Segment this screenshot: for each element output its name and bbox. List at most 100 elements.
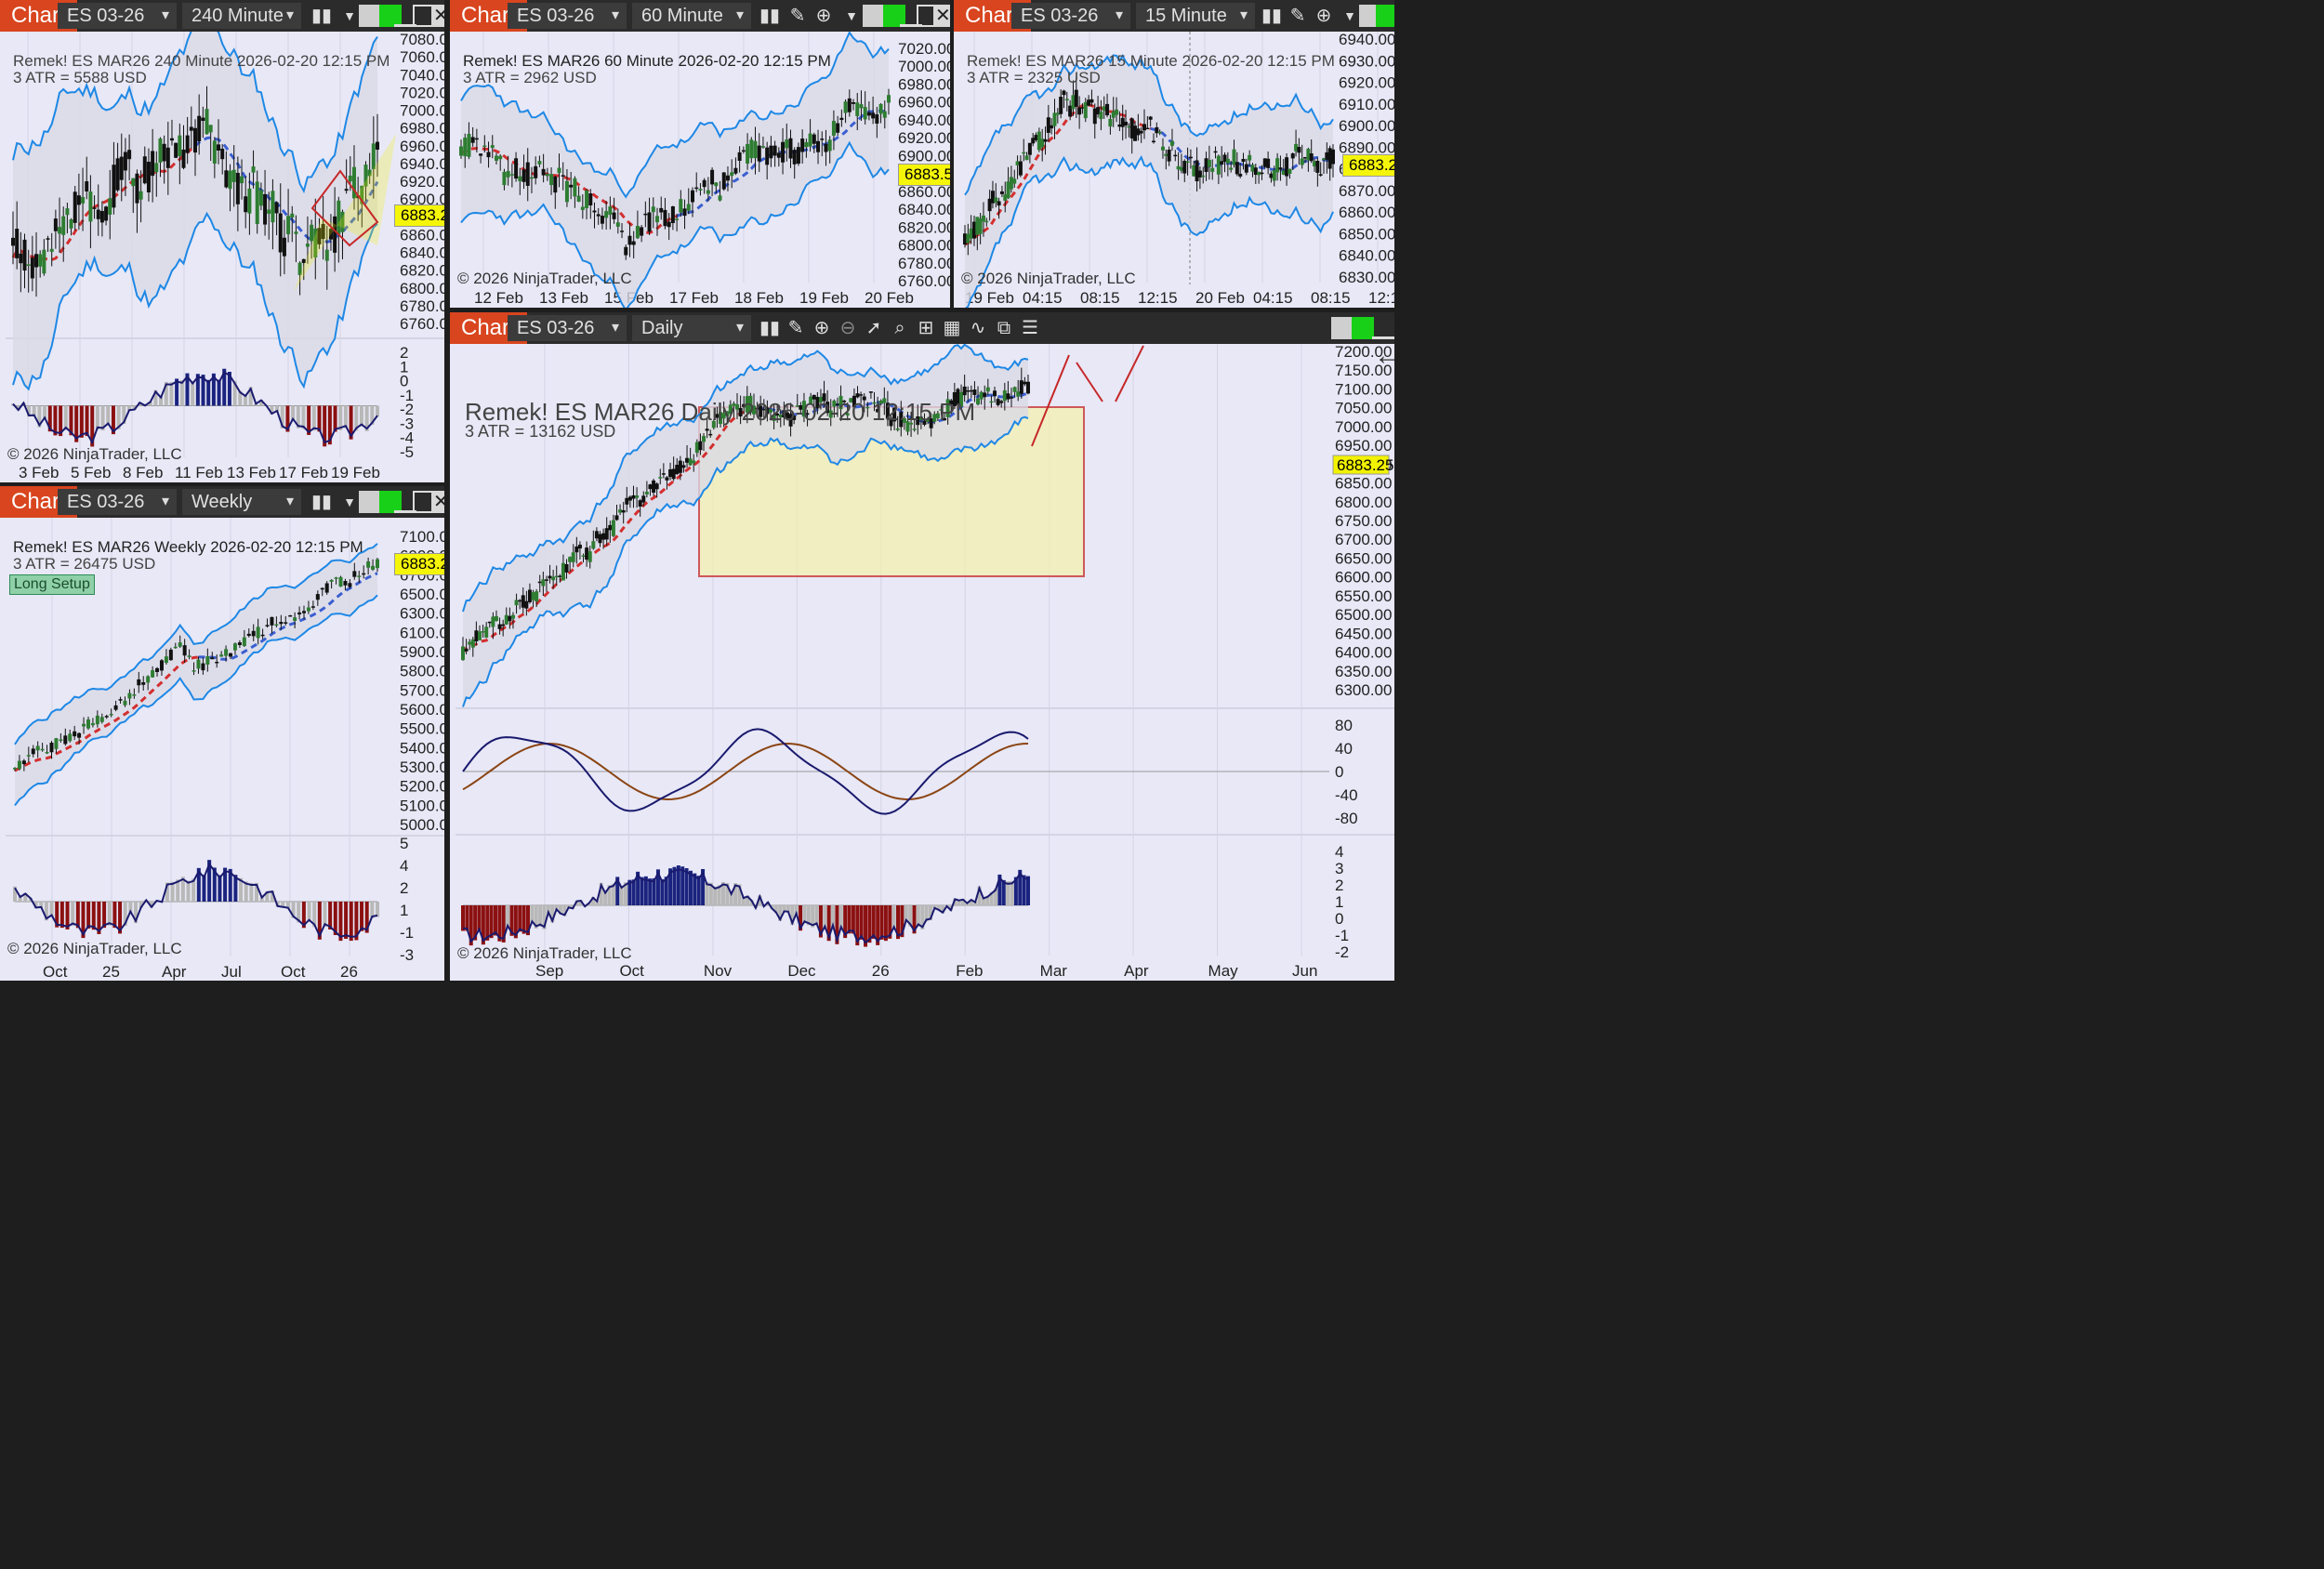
candle-body	[38, 254, 43, 267]
candle-body	[1111, 111, 1116, 118]
instrument-select[interactable]: ES 03-26 ▾	[58, 3, 177, 29]
candle-body	[647, 212, 652, 232]
candle-body	[487, 621, 492, 624]
strategies-icon[interactable]: ⧉	[997, 318, 1011, 338]
histogram-bar	[281, 902, 285, 908]
histogram-bar	[977, 886, 982, 905]
instrument-select[interactable]: ES 03-26 ▾	[508, 3, 627, 29]
interval-select[interactable]: 240 Minute ▾	[182, 3, 301, 29]
candle-body	[836, 123, 840, 133]
histogram-bar	[554, 905, 559, 910]
chart-window-daily: Chart ES 03-26 ▾ Daily ▾ ▮▮ ✎ ⊕ ⊖ ➚ ⌕ ⊞ ▦ …	[450, 312, 1394, 981]
histogram-bar	[725, 882, 730, 905]
zoom-in-icon[interactable]: ⊕	[813, 318, 830, 338]
candle-body	[742, 403, 746, 407]
zoom-in-icon[interactable]: ⊕	[1315, 6, 1332, 26]
candle-body	[366, 560, 371, 568]
candle-body	[59, 739, 63, 741]
histogram-bar	[831, 905, 836, 928]
link-color-button[interactable]	[359, 5, 381, 27]
link-color-button[interactable]	[863, 5, 885, 27]
close-button[interactable]: ✕	[431, 491, 444, 513]
interval-value: Daily	[641, 318, 683, 338]
chart-style-icon[interactable]: ▦	[943, 318, 961, 338]
price-panel[interactable]: 7020.00 7000.00 6980.00 6960.00 6940.00 6920.…	[456, 32, 950, 308]
close-button[interactable]: ✕	[933, 5, 950, 27]
band-fill	[463, 344, 1028, 707]
chevron-down-icon[interactable]: ▼	[1343, 8, 1356, 23]
candle-body	[99, 717, 104, 722]
interval-select[interactable]: 15 Minute ▾	[1136, 3, 1255, 29]
bar-chart-icon[interactable]: ▮▮	[310, 492, 332, 512]
link-status-button[interactable]	[379, 491, 402, 513]
price-panel[interactable]: 7200.00 7150.00 7100.00 7050.00 7000.00 6950.…	[456, 344, 1394, 981]
candle-body	[154, 163, 159, 173]
minimize-button[interactable]	[1372, 317, 1394, 339]
histogram-bar	[37, 405, 42, 428]
candle-body	[1260, 172, 1264, 175]
interval-select[interactable]: 60 Minute ▾	[632, 3, 751, 29]
candle-body	[842, 401, 847, 402]
x-axis-label: 17 Feb	[669, 289, 719, 307]
zoom-in-icon[interactable]: ⊕	[815, 6, 832, 26]
bar-chart-icon[interactable]: ▮▮	[1261, 6, 1282, 26]
instrument-select[interactable]: ES 03-26 ▾	[1011, 3, 1130, 29]
pencil-icon[interactable]: ✎	[787, 318, 804, 338]
indicators-icon[interactable]: ∿	[970, 318, 986, 338]
minimize-button[interactable]	[900, 5, 922, 27]
histogram-bar	[1013, 877, 1018, 905]
zoom-out-icon[interactable]: ⊖	[839, 318, 856, 338]
link-status-button[interactable]	[1352, 317, 1374, 339]
minimize-button[interactable]	[394, 491, 416, 513]
candle-body	[164, 656, 168, 664]
candle-body	[535, 591, 539, 602]
candle-body	[594, 531, 599, 539]
chevron-down-icon[interactable]: ▼	[845, 8, 858, 23]
interval-select[interactable]: Daily ▾	[632, 315, 751, 341]
y-axis-label: 5400.00	[400, 739, 444, 757]
link-status-button[interactable]	[883, 5, 905, 27]
histogram-bar	[338, 902, 343, 942]
candle-body	[514, 158, 519, 179]
close-button[interactable]: ✕	[431, 5, 444, 27]
price-panel[interactable]: 7080.007060.007040.007020.007000.006980.…	[6, 32, 444, 482]
candle-body	[76, 195, 81, 205]
y-axis-label: 6920.00	[400, 173, 444, 191]
candle-body	[210, 657, 215, 660]
minimize-button[interactable]	[394, 5, 416, 27]
price-panel[interactable]: 6940.00 6930.00 6920.00 6910.00 6900.00 6890.…	[959, 32, 1394, 308]
bar-chart-icon[interactable]: ▮▮	[759, 318, 780, 338]
pointer-icon[interactable]: ➚	[865, 318, 882, 338]
pencil-icon[interactable]: ✎	[789, 6, 806, 26]
properties-icon[interactable]: ⊞	[918, 318, 934, 338]
histogram-bar	[159, 396, 164, 406]
candle-body	[1142, 124, 1147, 131]
link-status-button[interactable]	[1376, 5, 1394, 27]
bar-chart-icon[interactable]: ▮▮	[759, 6, 780, 26]
candle-body	[484, 626, 489, 638]
candle-body	[800, 138, 805, 152]
candle-body	[831, 121, 836, 136]
histogram-bar	[349, 405, 353, 440]
chevron-down-icon[interactable]: ▼	[343, 494, 356, 509]
price-panel[interactable]: 7100.006900.006700.006500.006300.006100.…	[6, 518, 444, 981]
link-color-button[interactable]	[359, 491, 381, 513]
candle-body	[690, 190, 694, 203]
histogram-bar	[280, 405, 284, 429]
candle-body	[805, 413, 810, 415]
instrument-select[interactable]: ES 03-26 ▾	[58, 489, 177, 515]
candle-body	[878, 103, 883, 114]
pencil-icon[interactable]: ✎	[1289, 6, 1306, 26]
list-icon[interactable]: ☰	[1022, 318, 1038, 338]
interval-select[interactable]: Weekly ▾	[182, 489, 301, 515]
bar-chart-icon[interactable]: ▮▮	[310, 6, 332, 26]
candle-body	[274, 202, 279, 214]
data-box-icon[interactable]: ⌕	[894, 318, 905, 338]
candle-body	[217, 144, 221, 152]
chevron-down-icon[interactable]: ▼	[343, 8, 356, 23]
link-status-button[interactable]	[379, 5, 402, 27]
histogram-bar	[708, 882, 713, 905]
candle-body	[585, 190, 589, 208]
instrument-select[interactable]: ES 03-26 ▾	[508, 315, 627, 341]
link-color-button[interactable]	[1331, 317, 1353, 339]
